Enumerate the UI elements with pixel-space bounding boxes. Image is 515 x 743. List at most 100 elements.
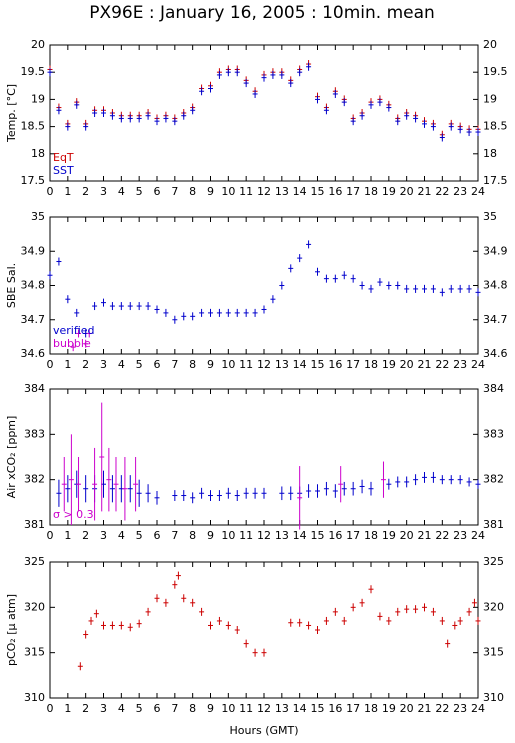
x-tick-label: 13	[275, 358, 289, 371]
x-tick-label: 6	[154, 702, 161, 715]
y-tick-label: 34.6	[21, 347, 46, 360]
plot-frame	[49, 388, 479, 526]
y-tick-label: 19.5	[21, 65, 46, 78]
y-tick-label-right: 325	[483, 555, 504, 568]
x-tick-label: 6	[154, 358, 161, 371]
x-tick-label: 1	[64, 529, 71, 542]
x-tick-label: 2	[82, 185, 89, 198]
x-tick-label: 5	[136, 358, 143, 371]
x-tick-label: 17	[346, 358, 360, 371]
x-tick-label: 22	[435, 529, 449, 542]
x-tick-label: 3	[100, 185, 107, 198]
y-tick-label-right: 18.5	[483, 120, 508, 133]
x-tick-label: 11	[239, 185, 253, 198]
x-tick-label: 5	[136, 185, 143, 198]
x-tick-label: 12	[257, 358, 271, 371]
x-tick-label: 24	[471, 185, 485, 198]
x-tick-label: 11	[239, 358, 253, 371]
x-tick-label: 2	[82, 529, 89, 542]
x-tick-label: 11	[239, 529, 253, 542]
x-tick-label: 15	[311, 185, 325, 198]
y-tick-label-right: 19	[483, 92, 497, 105]
x-tick-label: 24	[471, 529, 485, 542]
y-tick-label: 310	[24, 691, 45, 704]
x-tick-label: 19	[382, 185, 396, 198]
y-tick-label-right: 34.9	[483, 244, 508, 257]
legend-label: EqT	[53, 151, 74, 164]
x-tick-label: 7	[171, 358, 178, 371]
x-tick-label: 10	[221, 702, 235, 715]
x-tick-label: 9	[207, 702, 214, 715]
y-axis-label: pCO₂ [µ atm]	[5, 594, 18, 666]
x-tick-label: 20	[400, 185, 414, 198]
x-tick-label: 5	[136, 529, 143, 542]
x-tick-label: 16	[328, 702, 342, 715]
x-tick-label: 5	[136, 702, 143, 715]
x-tick-label: 20	[400, 702, 414, 715]
x-tick-label: 19	[382, 702, 396, 715]
x-tick-label: 10	[221, 185, 235, 198]
x-tick-label: 8	[189, 358, 196, 371]
x-tick-label: 17	[346, 185, 360, 198]
y-tick-label: 381	[24, 518, 45, 531]
x-axis-label: Hours (GMT)	[229, 724, 298, 737]
x-tick-label: 21	[418, 358, 432, 371]
x-tick-label: 1	[64, 358, 71, 371]
x-tick-label: 9	[207, 185, 214, 198]
x-tick-label: 14	[293, 358, 307, 371]
x-tick-label: 24	[471, 358, 485, 371]
x-tick-label: 13	[275, 702, 289, 715]
x-tick-label: 9	[207, 358, 214, 371]
x-tick-label: 6	[154, 529, 161, 542]
y-tick-label: 34.7	[21, 313, 46, 326]
x-tick-label: 22	[435, 358, 449, 371]
x-tick-label: 19	[382, 358, 396, 371]
x-tick-label: 2	[82, 358, 89, 371]
x-tick-label: 23	[453, 358, 467, 371]
y-tick-label: 320	[24, 600, 45, 613]
x-tick-label: 4	[118, 529, 125, 542]
y-tick-label-right: 19.5	[483, 65, 508, 78]
x-tick-label: 20	[400, 358, 414, 371]
y-axis-label: Air xCO₂ [ppm]	[5, 416, 18, 499]
x-tick-label: 3	[100, 529, 107, 542]
y-tick-label: 325	[24, 555, 45, 568]
x-tick-label: 22	[435, 185, 449, 198]
x-tick-label: 0	[47, 529, 54, 542]
x-tick-label: 14	[293, 702, 307, 715]
legend-label: σ > 0.3	[53, 508, 94, 521]
y-tick-label-right: 383	[483, 427, 504, 440]
y-tick-label-right: 310	[483, 691, 504, 704]
x-tick-label: 0	[47, 702, 54, 715]
x-tick-label: 8	[189, 529, 196, 542]
y-tick-label-right: 381	[483, 518, 504, 531]
x-tick-label: 12	[257, 702, 271, 715]
y-tick-label: 18.5	[21, 120, 46, 133]
x-tick-label: 7	[171, 702, 178, 715]
y-tick-label-right: 320	[483, 600, 504, 613]
x-tick-label: 14	[293, 185, 307, 198]
y-tick-label: 18	[31, 147, 45, 160]
x-tick-label: 4	[118, 185, 125, 198]
y-tick-label: 382	[24, 473, 45, 486]
x-tick-label: 16	[328, 529, 342, 542]
x-tick-label: 10	[221, 529, 235, 542]
x-tick-label: 3	[100, 702, 107, 715]
y-axis-label: SBE Sal.	[5, 263, 18, 308]
x-tick-label: 13	[275, 529, 289, 542]
x-tick-label: 0	[47, 185, 54, 198]
x-tick-label: 4	[118, 358, 125, 371]
x-tick-label: 2	[82, 702, 89, 715]
x-tick-label: 11	[239, 702, 253, 715]
x-tick-label: 22	[435, 702, 449, 715]
x-tick-label: 23	[453, 702, 467, 715]
plot-frame	[49, 561, 479, 699]
plot-frame	[49, 216, 479, 355]
x-tick-label: 3	[100, 358, 107, 371]
x-tick-label: 4	[118, 702, 125, 715]
legend-label: bubble	[53, 337, 91, 350]
y-tick-label-right: 20	[483, 38, 497, 51]
x-tick-label: 20	[400, 529, 414, 542]
x-tick-label: 12	[257, 185, 271, 198]
